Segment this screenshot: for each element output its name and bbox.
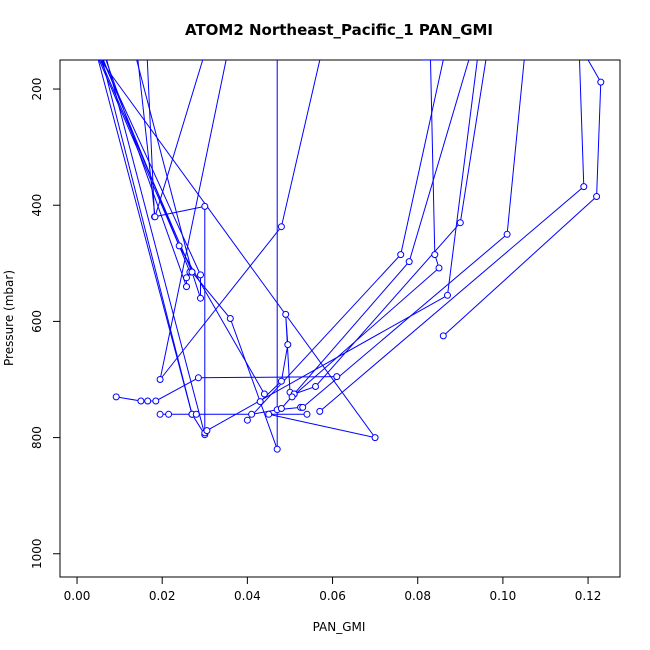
series-line-20 <box>319 60 585 412</box>
data-point <box>156 376 164 383</box>
data-point <box>444 291 451 299</box>
data-point <box>156 410 164 418</box>
data-point <box>248 410 256 418</box>
series-line-9 <box>159 60 321 380</box>
data-point <box>197 271 204 279</box>
data-point <box>203 427 211 435</box>
data-point <box>371 434 379 442</box>
x-tick-label: 0.00 <box>64 589 91 603</box>
series-line-8 <box>137 60 204 217</box>
x-tick-label: 0.06 <box>319 589 346 603</box>
series-line-1 <box>97 60 206 435</box>
data-point <box>597 78 605 86</box>
series-line-18 <box>281 60 470 409</box>
series-line-5 <box>100 60 377 439</box>
y-tick-label: 1000 <box>30 538 44 569</box>
y-axis: 200 400 600 800 1000 <box>30 78 61 569</box>
data-point <box>456 219 464 227</box>
series-layer <box>97 60 602 450</box>
series-line-17 <box>291 60 440 398</box>
data-point <box>256 398 264 406</box>
data-point <box>397 251 405 259</box>
data-point <box>435 264 443 272</box>
plot-frame <box>59 59 621 578</box>
x-tick-label: 0.04 <box>234 589 261 603</box>
data-point <box>303 410 311 418</box>
data-point <box>277 377 285 385</box>
data-point <box>152 397 160 405</box>
data-point <box>112 393 120 401</box>
data-point <box>226 315 234 322</box>
data-point <box>503 230 511 238</box>
series-line-19 <box>302 60 525 408</box>
data-point <box>288 393 296 401</box>
y-tick-label: 400 <box>30 194 44 217</box>
data-point <box>580 183 588 191</box>
x-tick-label: 0.02 <box>149 589 176 603</box>
data-point <box>192 410 200 418</box>
data-point <box>312 383 319 390</box>
y-axis-label: Pressure (mbar) <box>2 270 16 366</box>
data-point <box>175 242 183 250</box>
data-point <box>188 268 196 276</box>
points-layer <box>112 78 605 453</box>
data-point <box>144 397 152 405</box>
data-point <box>439 332 447 340</box>
data-point <box>299 403 307 411</box>
x-tick-label: 0.12 <box>575 589 602 603</box>
data-point <box>183 274 190 282</box>
series-line-16 <box>247 60 444 421</box>
data-point <box>277 405 285 412</box>
data-point <box>284 341 292 349</box>
data-point <box>260 390 268 398</box>
data-point <box>265 410 273 418</box>
data-point <box>194 374 202 382</box>
x-axis: 0.00 0.02 0.04 0.06 0.08 0.10 0.12 <box>64 576 602 603</box>
y-tick-label: 800 <box>30 426 44 449</box>
data-point <box>197 294 204 302</box>
data-point <box>201 202 209 210</box>
data-point <box>137 397 145 405</box>
series-line-21 <box>442 60 602 337</box>
data-point <box>431 251 439 259</box>
data-point <box>282 310 290 318</box>
series-line-11 <box>116 376 337 402</box>
data-point <box>316 407 324 415</box>
series-line-15 <box>206 60 478 432</box>
chart-title: ATOM2 Northeast_Pacific_1 PAN_GMI <box>185 21 493 39</box>
x-tick-label: 0.10 <box>490 589 517 603</box>
series-line-14 <box>294 60 487 395</box>
series-line-2 <box>102 60 191 287</box>
data-point <box>333 373 341 381</box>
y-tick-label: 200 <box>30 78 44 101</box>
data-point <box>273 445 281 453</box>
y-tick-label: 600 <box>30 310 44 333</box>
data-point <box>593 193 601 200</box>
data-point <box>243 416 251 424</box>
data-point <box>405 258 413 266</box>
data-point <box>277 223 285 231</box>
data-point <box>183 283 190 291</box>
data-point <box>151 213 159 221</box>
data-point <box>165 410 173 418</box>
x-axis-label: PAN_GMI <box>313 620 366 634</box>
series-line-7 <box>146 60 206 433</box>
x-tick-label: 0.08 <box>404 589 431 603</box>
